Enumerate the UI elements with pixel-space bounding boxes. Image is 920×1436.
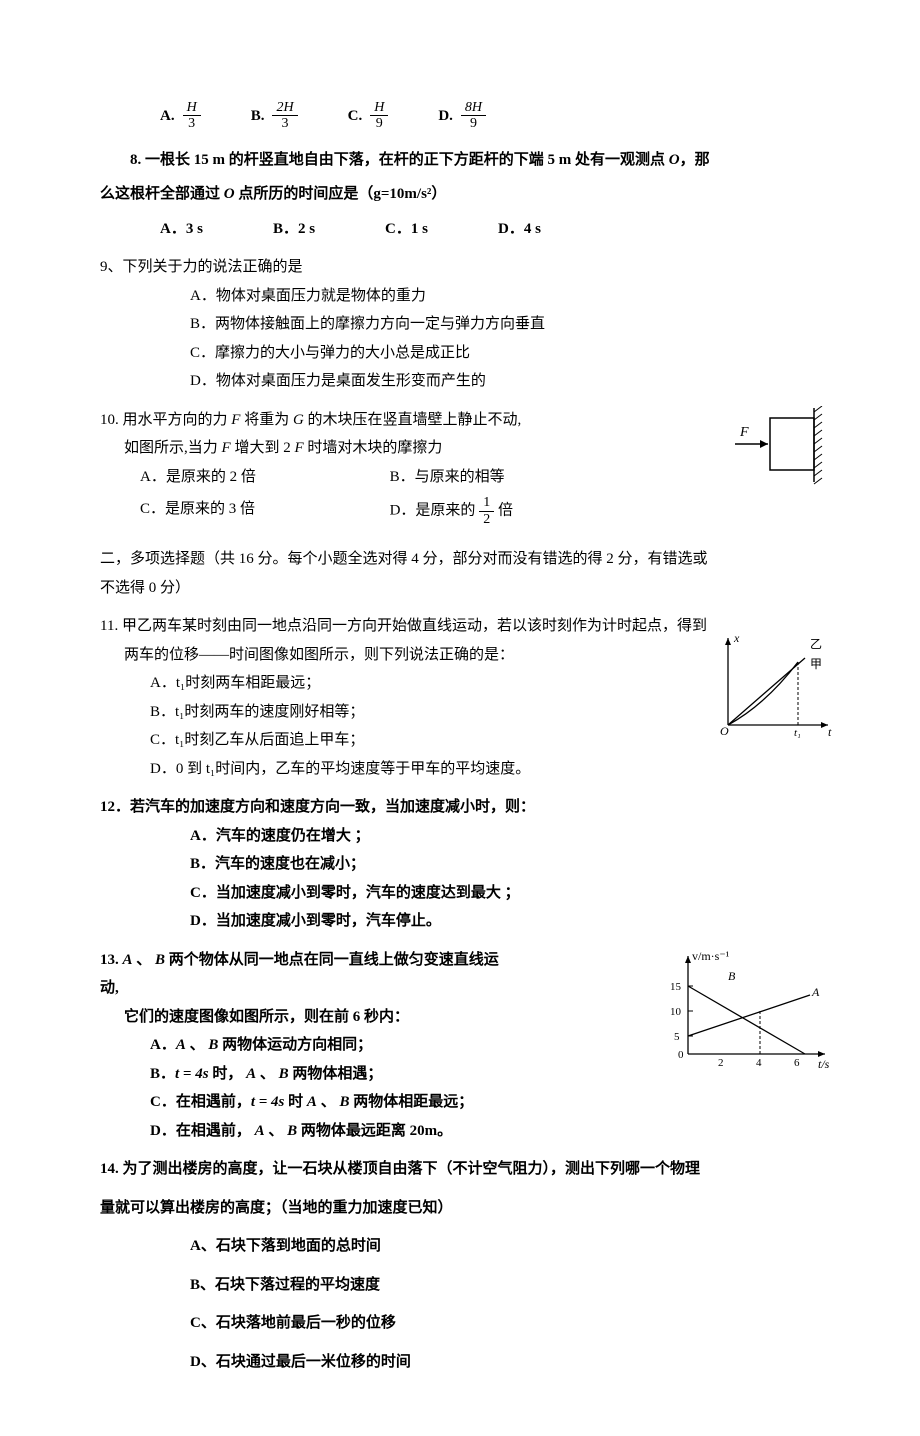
question-8: 8. 一根长 15 m 的杆竖直地自由下落，在杆的正下方距杆的下端 5 m 处有…	[100, 146, 840, 244]
q7-option-a: A. H 3	[160, 100, 201, 132]
q8-option-a: A．3 s	[160, 215, 203, 244]
svg-text:15: 15	[670, 981, 682, 993]
section-2-header: 二，多项选择题（共 16 分。每个小题全选对得 4 分，部分对而没有错选的得 2…	[100, 545, 840, 602]
question-11: O x t 乙 甲 t₁ 11. 甲乙两车某时刻由同一地点沿同一方向开始做直线运…	[100, 612, 840, 783]
fraction: H 9	[370, 100, 388, 132]
svg-text:2: 2	[718, 1057, 724, 1069]
q10-option-a: A．是原来的 2 倍	[140, 463, 390, 492]
question-10: F 10. 用水平方向的力 F 将重为 G 的木块压在竖直墙壁上静止不动, 如图…	[100, 406, 840, 531]
q7-option-d: D. 8H 9	[438, 100, 486, 132]
svg-text:乙: 乙	[810, 637, 822, 651]
q14-line2: 量就可以算出楼房的高度；（当地的重力加速度已知）	[100, 1194, 840, 1223]
fraction: H 3	[183, 100, 201, 132]
q7-options: A. H 3 B. 2H 3 C. H 9 D. 8H 9	[100, 100, 840, 132]
q9-option-d: D．物体对桌面压力是桌面发生形变而产生的	[100, 367, 840, 396]
force-label: F	[739, 425, 749, 440]
q13-figure: v/m·s⁻¹ t/s 0 5 10 15 2 4 6 A B	[660, 946, 840, 1076]
q8-option-c: C．1 s	[385, 215, 428, 244]
q11-figure: O x t 乙 甲 t₁	[710, 630, 840, 740]
q9-stem: 9、下列关于力的说法正确的是	[100, 253, 840, 282]
svg-text:A: A	[811, 985, 820, 999]
q10-option-b: B．与原来的相等	[390, 463, 640, 492]
q7-option-c: C. H 9	[348, 100, 389, 132]
q9-option-b: B．两物体接触面上的摩擦力方向一定与弹力方向垂直	[100, 310, 840, 339]
q9-option-a: A．物体对桌面压力就是物体的重力	[100, 282, 840, 311]
q8-stem-line2: 么这根杆全部通过 O 点所历的时间应是（g=10m/s²）	[100, 180, 840, 209]
q8-stem-line1: 8. 一根长 15 m 的杆竖直地自由下落，在杆的正下方距杆的下端 5 m 处有…	[100, 146, 840, 175]
svg-text:B: B	[728, 969, 736, 983]
q14-option-d: D、石块通过最后一米位移的时间	[100, 1348, 840, 1377]
svg-text:4: 4	[756, 1057, 762, 1069]
q11-option-d: D．0 到 t₁时间内，乙车的平均速度等于甲车的平均速度。	[100, 755, 840, 784]
q10-options: A．是原来的 2 倍 B．与原来的相等 C．是原来的 3 倍 D．是原来的 1 …	[100, 463, 660, 531]
q9-option-c: C．摩擦力的大小与弹力的大小总是成正比	[100, 339, 840, 368]
q14-option-c: C、石块落地前最后一秒的位移	[100, 1309, 840, 1338]
q14-option-a: A、石块下落到地面的总时间	[100, 1232, 840, 1261]
question-14: 14. 为了测出楼房的高度，让一石块从楼顶自由落下（不计空气阻力），测出下列哪一…	[100, 1155, 840, 1376]
option-letter: B.	[251, 102, 265, 131]
svg-text:10: 10	[670, 1006, 682, 1018]
svg-text:t₁: t₁	[794, 727, 801, 739]
svg-text:甲: 甲	[810, 657, 822, 671]
svg-text:6: 6	[794, 1057, 800, 1069]
q12-stem: 12．若汽车的加速度方向和速度方向一致，当加速度减小时，则：	[100, 793, 840, 822]
svg-text:v/m·s⁻¹: v/m·s⁻¹	[692, 949, 730, 963]
svg-text:0: 0	[678, 1049, 684, 1061]
question-12: 12．若汽车的加速度方向和速度方向一致，当加速度减小时，则： A．汽车的速度仍在…	[100, 793, 840, 936]
q7-option-b: B. 2H 3	[251, 100, 298, 132]
q12-option-b: B．汽车的速度也在减小；	[100, 850, 840, 879]
q10-figure: F	[720, 406, 840, 486]
q8-option-d: D．4 s	[498, 215, 541, 244]
q8-options: A．3 s B．2 s C．1 s D．4 s	[100, 215, 840, 244]
svg-text:O: O	[720, 724, 729, 738]
q13-option-c: C．在相遇前，t = 4s 时 A 、 B 两物体相距最远；	[100, 1088, 840, 1117]
fraction: 1 2	[479, 495, 494, 527]
fraction: 8H 9	[461, 100, 486, 132]
q8-option-b: B．2 s	[273, 215, 315, 244]
option-letter: C.	[348, 102, 363, 131]
q14-option-b: B、石块下落过程的平均速度	[100, 1271, 840, 1300]
question-13: v/m·s⁻¹ t/s 0 5 10 15 2 4 6 A B 13. A 、 …	[100, 946, 840, 1146]
question-9: 9、下列关于力的说法正确的是 A．物体对桌面压力就是物体的重力 B．两物体接触面…	[100, 253, 840, 396]
q12-option-d: D．当加速度减小到零时，汽车停止。	[100, 907, 840, 936]
svg-text:x: x	[733, 631, 740, 645]
svg-text:5: 5	[674, 1031, 680, 1043]
svg-text:t/s: t/s	[818, 1057, 830, 1071]
q13-option-d: D．在相遇前， A 、 B 两物体最远距离 20m。	[100, 1117, 840, 1146]
q10-option-d: D．是原来的 1 2 倍	[390, 495, 640, 527]
q14-line1: 14. 为了测出楼房的高度，让一石块从楼顶自由落下（不计空气阻力），测出下列哪一…	[100, 1155, 840, 1184]
option-letter: A.	[160, 102, 175, 131]
fraction: 2H 3	[272, 100, 297, 132]
q12-option-c: C．当加速度减小到零时，汽车的速度达到最大 ；	[100, 879, 840, 908]
svg-text:t: t	[828, 725, 832, 739]
q10-option-c: C．是原来的 3 倍	[140, 495, 390, 527]
option-letter: D.	[438, 102, 453, 131]
q12-option-a: A．汽车的速度仍在增大 ；	[100, 822, 840, 851]
